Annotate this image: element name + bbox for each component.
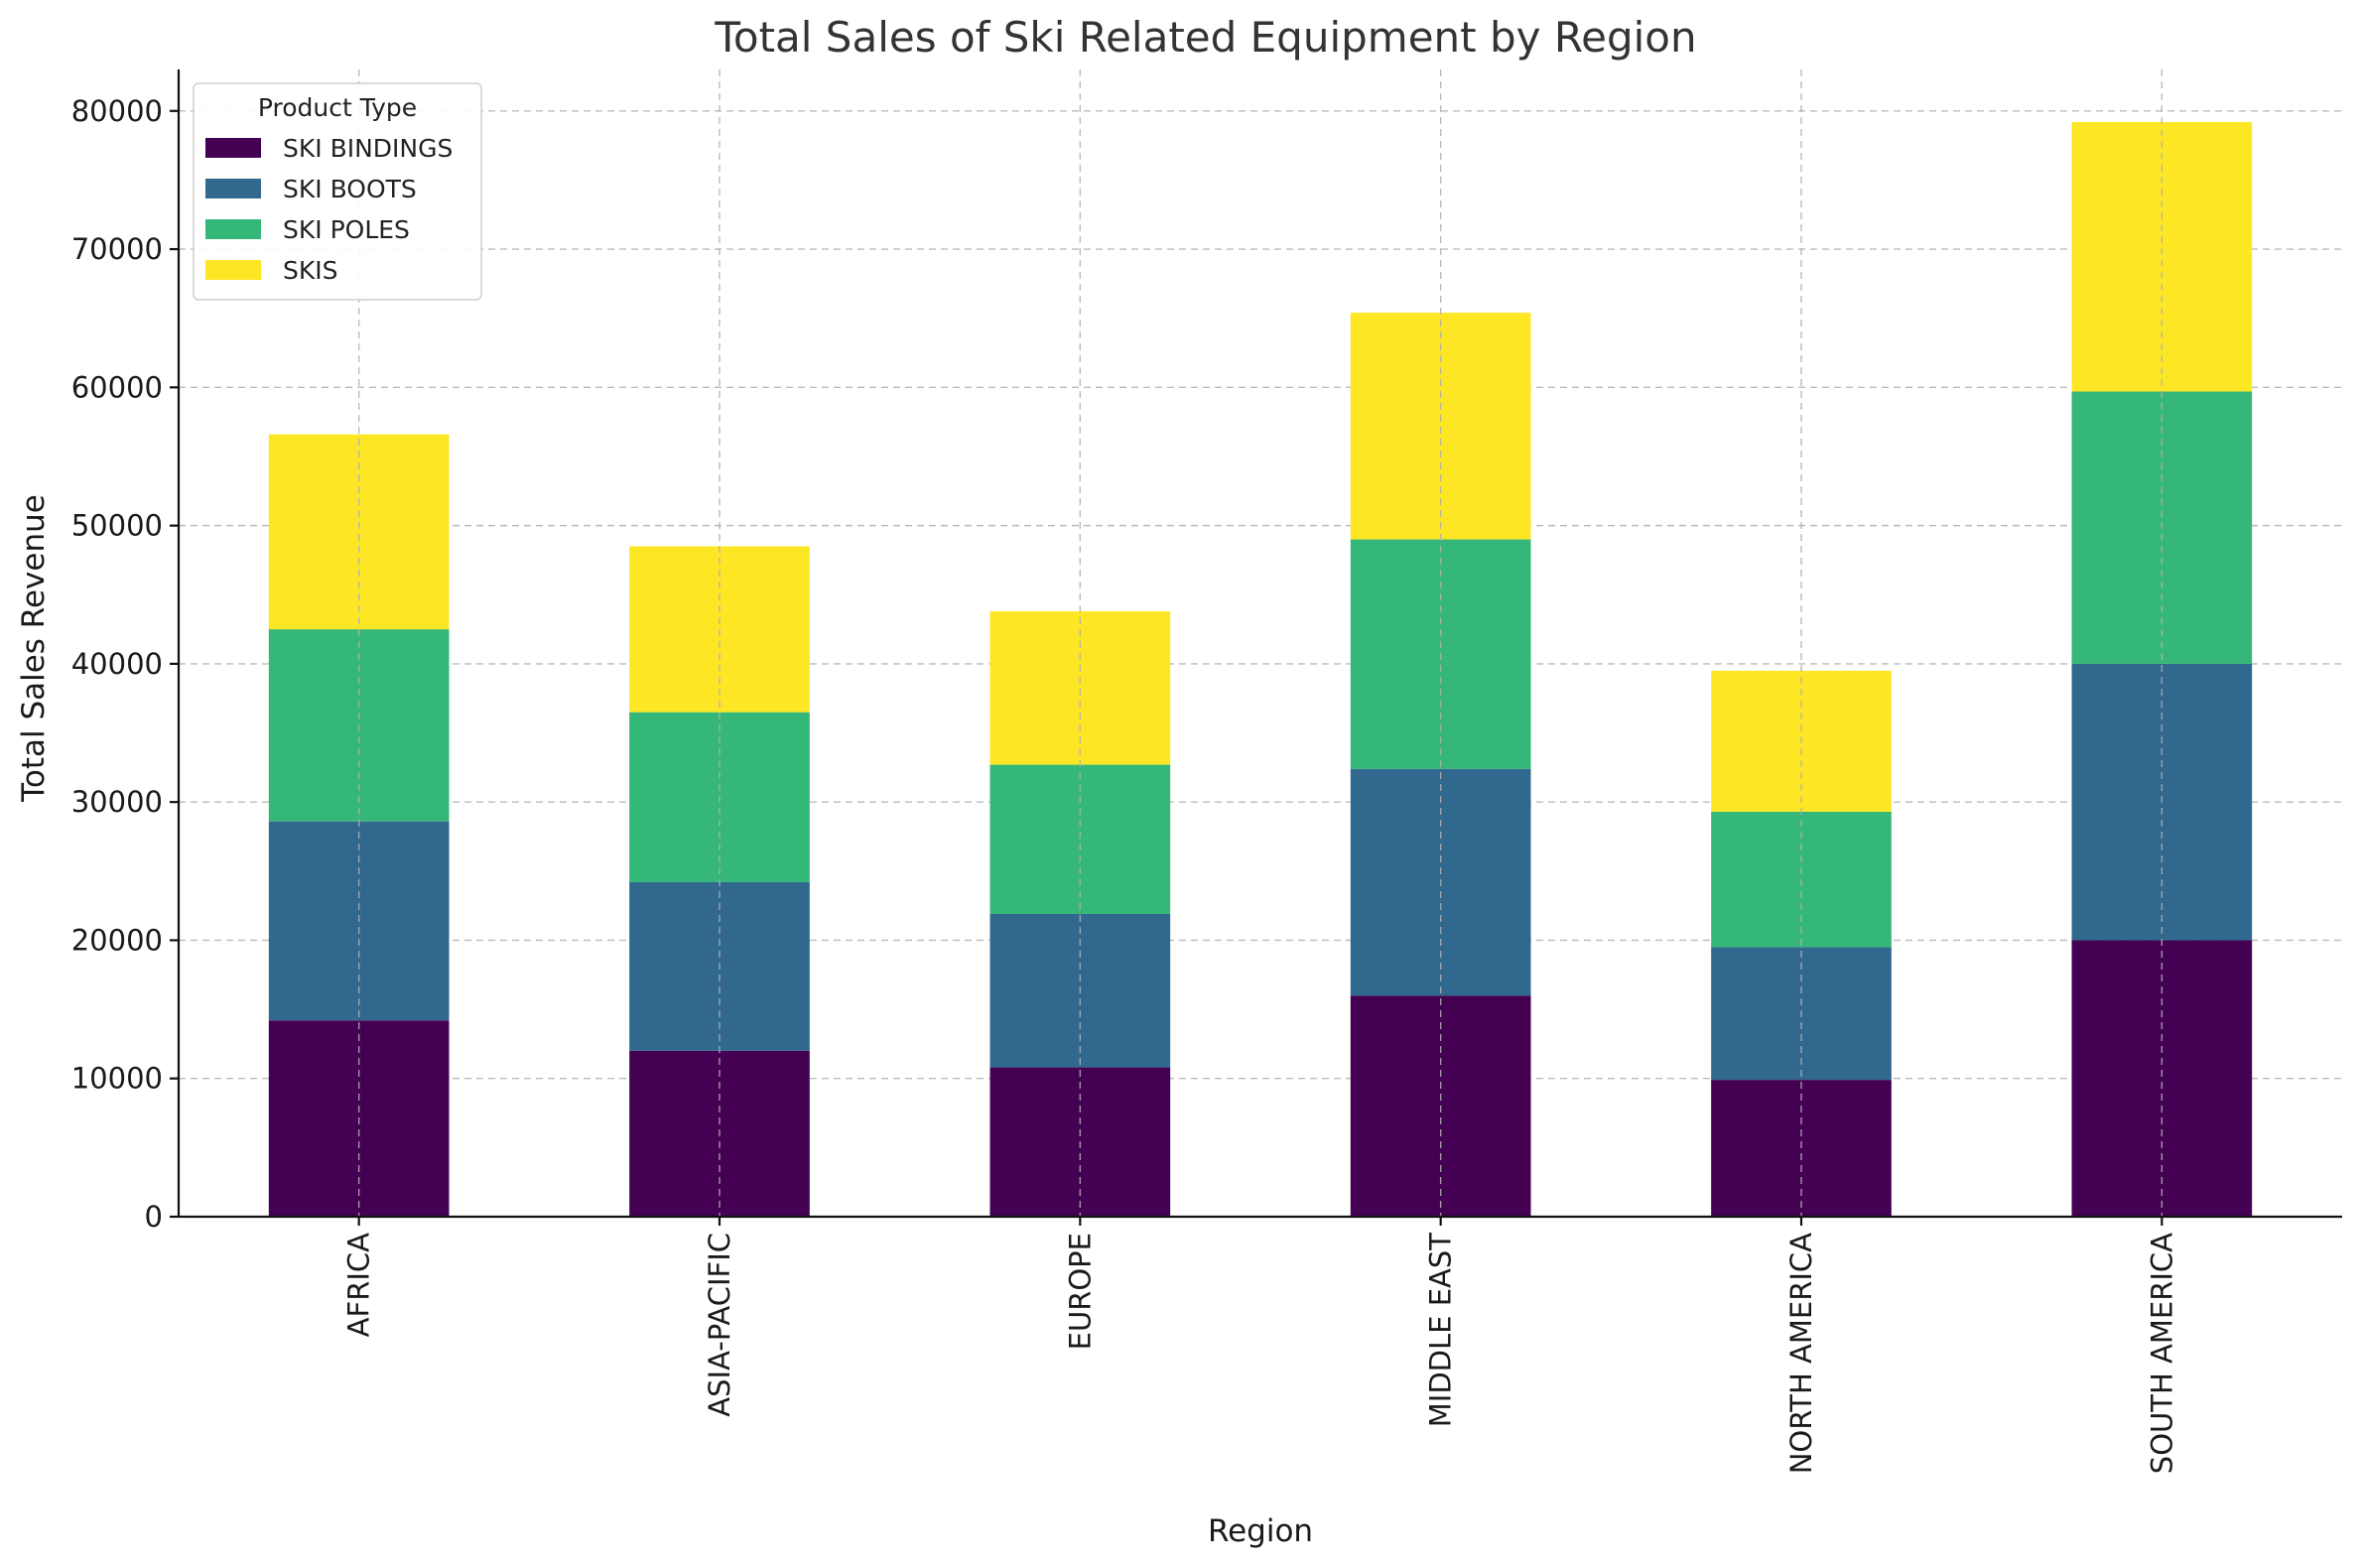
axes-layer: 0 10000 20000 30000 40000 50000 60000 70000 8000… (71, 69, 2342, 1474)
y-tick-label: 10000 (71, 1062, 163, 1096)
y-tick-label: 30000 (71, 785, 163, 819)
y-tick-label: 0 (145, 1200, 163, 1234)
bars-layer (268, 69, 2253, 1217)
y-tick-label: 50000 (71, 509, 163, 543)
bar-segment (2071, 121, 2253, 392)
legend-swatch (205, 219, 261, 239)
legend-title: Product Type (258, 93, 417, 122)
chart-title: Total Sales of Ski Related Equipment by … (714, 13, 1696, 62)
x-tick-label: AFRICA (342, 1233, 376, 1337)
legend-entry-label: SKI POLES (283, 215, 410, 244)
x-tick-label: ASIA-PACIFIC (703, 1233, 736, 1417)
x-tick-label: NORTH AMERICA (1784, 1233, 1818, 1474)
x-tick-label: MIDDLE EAST (1424, 1233, 1458, 1428)
x-axis-label: Region (1208, 1513, 1313, 1549)
legend-entry-label: SKI BINDINGS (283, 134, 453, 163)
y-tick-label: 20000 (71, 923, 163, 957)
legend-entry-label: SKI BOOTS (283, 175, 417, 203)
legend-frame (193, 82, 482, 301)
y-axis-label: Total Sales Revenue (16, 494, 52, 803)
legend-swatch (205, 260, 261, 280)
legend: Product Type SKI BINDINGS SKI BOOTS SKI POL… (193, 82, 482, 301)
y-tick-label: 40000 (71, 647, 163, 681)
x-tick-label: EUROPE (1063, 1233, 1097, 1350)
x-tick-label: SOUTH AMERICA (2145, 1233, 2178, 1474)
y-tick-label: 80000 (71, 94, 163, 128)
y-tick-label: 70000 (71, 232, 163, 266)
legend-swatch (205, 179, 261, 198)
grid-layer (179, 110, 2342, 1218)
bar-segment (2071, 940, 2253, 1217)
legend-swatch (205, 138, 261, 158)
legend-entry-label: SKIS (283, 256, 338, 285)
y-tick-label: 60000 (71, 370, 163, 404)
